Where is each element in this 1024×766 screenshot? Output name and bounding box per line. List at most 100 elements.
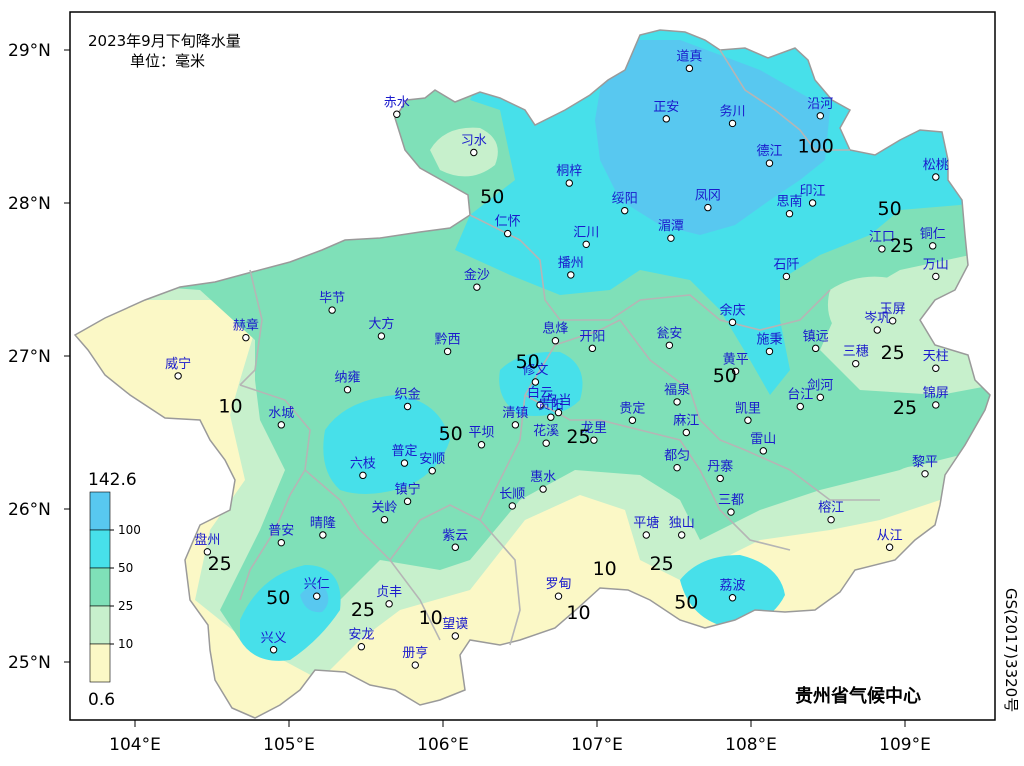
legend-swatch-10-25 <box>89 605 111 645</box>
station: 天柱 <box>923 349 949 372</box>
contour-label: 25 <box>881 342 905 364</box>
station-name: 黄平 <box>723 352 749 367</box>
lat-label: 25°N <box>8 653 51 673</box>
station-name: 赤水 <box>384 95 410 110</box>
station-marker <box>554 592 563 600</box>
station-marker <box>731 367 740 375</box>
station-name: 瓮安 <box>656 326 682 341</box>
station: 安顺 <box>419 452 445 475</box>
station-marker <box>554 408 563 417</box>
map-approval-code: GS(2017)3320号 <box>1002 588 1020 712</box>
station-name: 绥阳 <box>612 192 638 207</box>
station-name: 册亨 <box>402 645 428 661</box>
station-name: 织金 <box>395 386 421 402</box>
station: 惠水 <box>530 470 556 493</box>
station-marker <box>932 173 940 181</box>
station: 贵阳 <box>538 398 564 421</box>
station-name: 威宁 <box>165 356 191 372</box>
lon-label: 106°E <box>417 735 469 755</box>
level-100-plus-fill <box>595 40 830 235</box>
station-name: 石阡 <box>773 257 799 272</box>
station-marker <box>785 210 794 218</box>
station-name: 从江 <box>877 528 903 543</box>
station-marker <box>682 428 691 437</box>
lat-label: 28°N <box>8 194 51 214</box>
legend-min-label: 0.6 <box>88 690 115 710</box>
longitude-labels: 104°E 105°E 106°E 107°E 108°E 109°E <box>109 735 931 755</box>
station: 金沙 <box>464 267 490 291</box>
station-name: 汇川 <box>573 225 599 240</box>
station-marker <box>642 531 650 539</box>
station: 兴义 <box>261 631 287 654</box>
station: 剑河 <box>807 377 833 402</box>
station-name: 德江 <box>756 144 782 159</box>
station-name: 平塘 <box>633 515 659 531</box>
station-name: 播州 <box>558 256 584 271</box>
station: 花溪 <box>533 423 559 447</box>
station-marker <box>565 179 573 187</box>
station-name: 正安 <box>653 100 679 115</box>
station-marker <box>727 508 735 516</box>
station-name: 镇远 <box>803 329 829 344</box>
station-name: 安龙 <box>348 628 374 643</box>
station-name: 修文 <box>522 363 548 378</box>
station-marker <box>808 199 817 207</box>
station-name: 兴义 <box>261 631 287 646</box>
station-name: 黎平 <box>912 455 938 470</box>
station-marker <box>678 531 686 539</box>
station-name: 普定 <box>391 444 417 459</box>
station-name: 松桃 <box>923 158 949 173</box>
station-marker <box>277 538 285 547</box>
station-marker <box>811 344 820 353</box>
station-marker <box>357 643 366 651</box>
station: 从江 <box>877 528 903 551</box>
station-marker <box>929 242 937 250</box>
station: 织金 <box>395 386 421 411</box>
station: 望谟 <box>442 616 468 640</box>
legend-swatch-25-50 <box>89 567 111 607</box>
station-marker <box>539 485 547 493</box>
station-name: 乌当 <box>545 393 571 409</box>
station-marker <box>174 372 182 380</box>
station-name: 万山 <box>923 257 949 272</box>
station-name: 六枝 <box>350 456 376 471</box>
station-marker <box>932 272 940 281</box>
station-marker <box>704 203 712 212</box>
legend-level-label: 25 <box>118 599 133 613</box>
station-marker <box>816 393 824 402</box>
station-name: 荔波 <box>720 579 746 594</box>
station-name: 湄潭 <box>658 219 684 234</box>
station-name: 榕江 <box>818 501 844 516</box>
station: 兴仁 <box>304 577 330 600</box>
station-marker <box>728 594 737 602</box>
station: 雷山 <box>750 432 776 455</box>
station-marker <box>765 347 774 356</box>
station: 安龙 <box>348 628 374 651</box>
station-marker <box>932 364 940 372</box>
station-marker <box>673 463 681 472</box>
legend-swatch-100-plus <box>89 491 111 531</box>
station-marker <box>359 471 367 480</box>
map-title: 2023年9月下旬降水量 <box>88 32 241 50</box>
contour-label: 50 <box>516 351 540 373</box>
map-unit: 单位：毫米 <box>130 52 205 70</box>
lon-label: 109°E <box>879 735 931 755</box>
station: 黔西 <box>435 332 461 356</box>
contour-label: 50 <box>266 587 290 609</box>
station-marker <box>728 318 737 327</box>
station-name: 盘州 <box>194 532 220 548</box>
station: 台江 <box>787 387 813 411</box>
station-marker <box>873 326 881 334</box>
station: 正安 <box>653 100 679 123</box>
station-marker <box>411 661 419 669</box>
station: 福泉 <box>664 382 690 406</box>
station: 白云 <box>527 385 553 409</box>
station-name: 习水 <box>461 134 487 149</box>
station-name: 天柱 <box>923 349 949 364</box>
lon-label: 108°E <box>725 735 777 755</box>
contour-label: 25 <box>890 235 914 257</box>
station: 石阡 <box>773 257 799 281</box>
station-marker <box>451 632 460 640</box>
level-10-25-patch-xishui <box>430 127 498 177</box>
station: 播州 <box>558 256 584 279</box>
